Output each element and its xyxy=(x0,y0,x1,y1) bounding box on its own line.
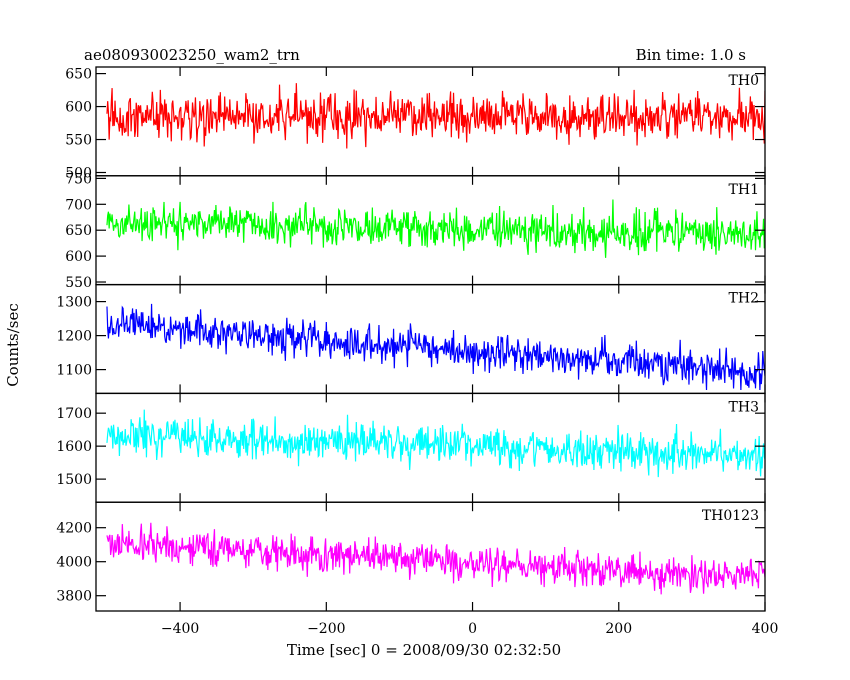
y-tick-label: 600 xyxy=(65,100,92,116)
panel-label-th2: TH2 xyxy=(729,291,759,307)
y-tick-label: 550 xyxy=(65,133,92,149)
y-tick-label: 550 xyxy=(65,275,92,291)
panel-frame-th0123 xyxy=(95,501,766,612)
y-tick-label: 750 xyxy=(65,171,92,187)
bin-time-label: Bin time: 1.0 s xyxy=(636,46,746,64)
y-tick-label: 650 xyxy=(65,67,92,83)
y-tick-label: 1200 xyxy=(56,329,92,345)
y-tick-label: 3800 xyxy=(56,589,92,605)
y-tick-label: 4000 xyxy=(56,555,92,571)
y-axis-label: Counts/sec xyxy=(4,303,22,387)
panels-group: 500 550 600 650 TH0 550 600 650 700 750 TH1 1100 120… xyxy=(56,66,779,637)
series-line-th0123 xyxy=(106,522,765,595)
x-tick-label: −400 xyxy=(161,621,199,637)
x-axis-label: Time [sec] 0 = 2008/09/30 02:32:50 xyxy=(287,641,561,659)
y-tick-label: 650 xyxy=(65,223,92,239)
y-tick-label: 1500 xyxy=(56,472,92,488)
x-tick-label: 200 xyxy=(605,621,632,637)
series-line-th3 xyxy=(106,409,765,478)
series-line-th2 xyxy=(106,303,765,391)
chart-title: ae080930023250_wam2_trn xyxy=(84,46,300,64)
panel-label-th1: TH1 xyxy=(729,182,759,198)
series-line-th1 xyxy=(106,199,765,258)
y-tick-label: 1300 xyxy=(56,295,92,311)
panel-label-th3: TH3 xyxy=(729,399,759,415)
y-tick-label: 700 xyxy=(65,197,92,213)
panel-label-th0123: TH0123 xyxy=(702,508,759,524)
x-tick-label: 0 xyxy=(468,621,477,637)
y-tick-label: 1600 xyxy=(56,439,92,455)
y-tick-label: 1100 xyxy=(56,363,92,379)
series-line-th0 xyxy=(106,83,765,149)
x-tick-label: −200 xyxy=(307,621,345,637)
y-tick-label: 500 xyxy=(65,166,92,182)
y-tick-label: 600 xyxy=(65,249,92,265)
x-tick-label: 400 xyxy=(752,621,779,637)
y-tick-label: 4200 xyxy=(56,521,92,537)
y-tick-label: 1700 xyxy=(56,406,92,422)
panel-label-th0: TH0 xyxy=(729,73,759,89)
